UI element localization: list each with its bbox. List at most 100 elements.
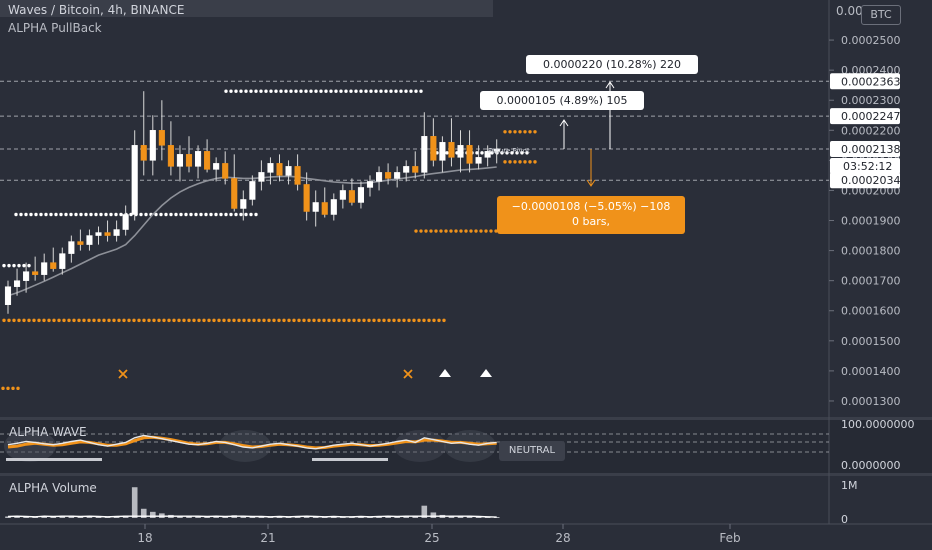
candle-body-up [357, 187, 364, 203]
alpha-wave [0, 430, 829, 462]
support-dot-orange [449, 229, 453, 233]
candle [95, 226, 102, 245]
support-dot-orange [47, 318, 51, 323]
price-tick-label: 0.0001300 [841, 395, 901, 408]
price-tick-label: 0.0002500 [841, 34, 901, 47]
volume-average-line [7, 515, 497, 518]
support-dot-orange [77, 318, 81, 323]
up-measure-small-label[interactable]: 0.0000105 (4.89%) 105 [480, 91, 644, 110]
candle [23, 262, 30, 293]
candle-body-up [23, 271, 30, 281]
candles[interactable] [4, 91, 500, 314]
currency-button[interactable]: BTC [861, 5, 901, 25]
support-dot [12, 263, 16, 268]
candle [4, 280, 12, 314]
pane-separator[interactable] [0, 473, 932, 476]
support-dot-orange [277, 318, 281, 323]
volume-bar [140, 508, 147, 518]
support-dot [94, 212, 98, 217]
pivot-dot-orange [518, 160, 522, 164]
candle-body-down [167, 145, 174, 167]
volume-bar [204, 516, 210, 518]
candle-body-down [448, 142, 455, 158]
candle-body-up [113, 229, 120, 236]
resistance-dot [234, 89, 238, 93]
price-axis[interactable]: 0.00025000.00024000.00023000.00022000.00… [829, 34, 901, 408]
pivot-dot-orange [533, 160, 537, 164]
support-dot-orange [142, 318, 146, 323]
support-dot-orange [87, 318, 91, 323]
candle-body-up [403, 166, 410, 173]
buy-triangle-marker [439, 369, 451, 377]
candle [104, 220, 111, 242]
candle-body-up [59, 253, 66, 269]
pullback-dots [1, 89, 537, 391]
support-dot-orange [12, 318, 16, 323]
resistance-dot [289, 89, 293, 93]
candle [484, 145, 491, 167]
support-dot-orange [402, 318, 406, 323]
candle-body-up [258, 172, 265, 182]
support-dot [229, 212, 233, 217]
support-dot [34, 212, 38, 217]
support-dot-orange [92, 318, 96, 323]
support-dot-orange [157, 318, 161, 323]
volume-bar [195, 516, 201, 518]
candle [348, 178, 355, 206]
support-dot [22, 263, 26, 268]
candle [231, 154, 238, 212]
candle-body-up [267, 163, 274, 173]
candle [321, 187, 328, 218]
volume-bar [276, 516, 283, 518]
candle-body-up [457, 145, 464, 158]
candle [294, 154, 301, 191]
support-dot-orange [1, 386, 5, 391]
support-dot [119, 212, 123, 217]
volume-title[interactable]: ALPHA Volume [9, 481, 97, 495]
volume-bar [23, 516, 29, 518]
symbol-title[interactable]: Waves / Bitcoin, 4h, BINANCE [8, 3, 185, 17]
up-measure-big-label[interactable]: 0.0000220 (10.28%) 220 [526, 55, 698, 74]
candle [86, 229, 93, 251]
support-dot-orange [414, 229, 418, 233]
support-dot-orange [417, 318, 421, 323]
volume-bar [113, 516, 120, 518]
down-measure-label[interactable]: −0.0000108 (−5.05%) −108 0 bars, [497, 196, 685, 234]
candle-body-up [475, 157, 482, 164]
candle-body-down [204, 151, 211, 170]
candle [240, 190, 247, 221]
volume-bar [14, 516, 20, 518]
candle-body-up [249, 181, 256, 200]
support-dot [19, 212, 23, 217]
wave-title[interactable]: ALPHA WAVE [9, 425, 87, 439]
volume-bar [131, 487, 138, 518]
candle-body-down [140, 145, 147, 161]
candle-body-up [421, 136, 428, 173]
support-dot-orange [117, 318, 121, 323]
pane-separator[interactable] [0, 417, 932, 420]
candle [394, 166, 401, 188]
support-dot-orange [147, 318, 151, 323]
volume-bars [5, 487, 500, 518]
down-measure-line1: −0.0000108 (−5.05%) −108 [511, 200, 671, 213]
wave-white-line [7, 434, 497, 450]
support-dot-orange [489, 229, 493, 233]
support-dot-orange [419, 229, 423, 233]
volume-bar [430, 512, 437, 518]
support-dot-orange [307, 318, 311, 323]
resistance-dot [274, 89, 278, 93]
candle-body-down [185, 154, 193, 167]
candle [140, 91, 147, 176]
support-dot-orange [6, 386, 10, 391]
candle-body-down [32, 271, 39, 275]
support-dot [29, 212, 33, 217]
volume-bar [258, 516, 265, 518]
time-axis[interactable]: 18 21 25 28 Feb [137, 524, 741, 545]
candle-body-down [303, 184, 310, 212]
wave-axis-bottom: 0.0000000 [841, 459, 901, 472]
support-dot-orange [367, 318, 371, 323]
pivot-dot [515, 151, 519, 155]
indicator-title[interactable]: ALPHA PullBack [8, 21, 102, 35]
support-dot-orange [262, 318, 266, 323]
pivot-dot-orange [528, 130, 532, 134]
